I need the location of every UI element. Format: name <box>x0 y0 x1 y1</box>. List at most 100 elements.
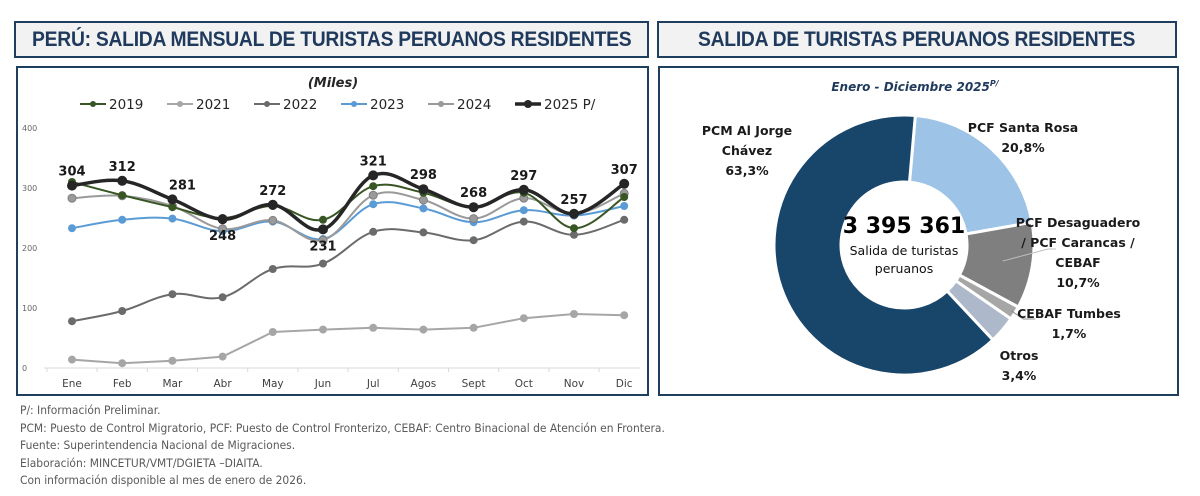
data-point <box>168 290 177 299</box>
data-point <box>519 314 528 323</box>
donut-chart: Enero - Diciembre 2025P/ 3 395 361 Salid… <box>702 79 1141 383</box>
donut-label-pcf-santa-rosa: PCF Santa Rosa 20,8% <box>968 120 1078 155</box>
data-point <box>218 352 227 361</box>
x-tick-label: Abr <box>214 378 233 390</box>
data-point <box>267 199 278 210</box>
data-point <box>518 184 529 195</box>
legend-marker <box>351 101 357 107</box>
donut-slices <box>772 113 1036 377</box>
donut-subtitle-text: Enero - Diciembre 2025 <box>831 80 990 94</box>
data-point <box>67 193 77 203</box>
x-tick-label: Agos <box>411 378 437 390</box>
donut-chart-title: SALIDA DE TURISTAS PERUANOS RESIDENTES <box>698 27 1136 51</box>
data-point <box>620 202 629 210</box>
data-label: 268 <box>460 186 487 201</box>
donut-label-name: / PCF Carancas / <box>1021 235 1135 250</box>
donut-label-pcm-al-jorge-ch-vez: PCM Al Jorge Chávez 63,3% <box>702 123 792 178</box>
line-chart: (Miles) 2019 2021 2022 2023 2024 2025 P/ 0 100… <box>22 76 650 390</box>
footnote-data-date: Con información disponible al mes de ene… <box>20 473 307 488</box>
x-tick-label: May <box>262 378 284 390</box>
line-chart-panel: (Miles) 2019 2021 2022 2023 2024 2025 P/ 0 100… <box>16 66 650 396</box>
donut-label-percent: 1,7% <box>1052 326 1087 341</box>
donut-label-name: PCF Santa Rosa <box>968 120 1078 135</box>
data-point <box>167 194 178 205</box>
chart-units-label: (Miles) <box>308 76 358 91</box>
series-lines <box>67 170 630 368</box>
donut-label-name: PCF Desaguadero <box>1016 215 1141 230</box>
data-point <box>419 325 428 334</box>
leader-line-desaguadero <box>1002 248 1056 262</box>
donut-label-percent: 3,4% <box>1002 368 1037 383</box>
data-point <box>318 235 328 245</box>
donut-slice-pcf-santa-rosa <box>907 113 1034 236</box>
legend-item-2022: 2022 <box>254 97 317 113</box>
data-point <box>218 293 227 302</box>
data-point <box>168 214 177 223</box>
donut-leader-lines <box>1002 248 1056 320</box>
data-point <box>168 203 177 212</box>
legend-item-2024: 2024 <box>428 97 491 113</box>
legend-marker <box>524 100 532 108</box>
legend-item-2019: 2019 <box>80 97 143 113</box>
series-line <box>71 201 625 241</box>
legend-item-2025p: 2025 P/ <box>515 97 596 113</box>
donut-center-value: 3 395 361 <box>843 214 965 239</box>
donut-label-name: Otros <box>1000 348 1039 363</box>
x-tick-label: Dic <box>616 378 633 390</box>
legend-label: 2024 <box>457 97 491 113</box>
data-point <box>318 224 328 235</box>
donut-slice-pcm-al-jorge-ch-vez <box>772 113 995 377</box>
donut-label-percent: 10,7% <box>1056 275 1100 290</box>
donut-label-name: CEBAF <box>1055 255 1100 270</box>
footnote-source: Fuente: Superintendencia Nacional de Mig… <box>20 438 296 453</box>
data-point <box>369 182 378 191</box>
data-point <box>620 215 629 224</box>
data-label: 257 <box>560 193 587 208</box>
series-2025p <box>67 170 630 235</box>
x-tick-label: Jul <box>366 378 380 390</box>
donut-label-cebaf-tumbes: CEBAF Tumbes 1,7% <box>1017 306 1121 341</box>
data-label: 231 <box>309 239 336 254</box>
data-point <box>368 190 378 200</box>
data-point <box>369 200 378 209</box>
data-label: 297 <box>510 169 537 184</box>
data-point <box>369 323 378 332</box>
donut-chart-panel: Enero - Diciembre 2025P/ 3 395 361 Salid… <box>658 66 1179 396</box>
data-point <box>118 359 127 368</box>
legend-marker <box>264 101 270 107</box>
series-line <box>71 218 625 323</box>
data-point <box>168 356 177 365</box>
data-point <box>620 193 629 201</box>
data-point <box>118 215 127 224</box>
line-chart-title: PERÚ: SALIDA MENSUAL DE TURISTAS PERUANO… <box>31 27 632 51</box>
data-labels: 304 312 281 248 272 231 321 298 268 297 257 307 <box>58 154 637 254</box>
series-2021 <box>68 310 629 368</box>
y-tick-label: 300 <box>22 184 37 193</box>
x-tick-label: Nov <box>564 378 585 390</box>
data-point <box>468 202 479 213</box>
y-tick-label: 400 <box>22 124 37 133</box>
data-point <box>268 328 277 336</box>
footnote-acronyms: PCM: Puesto de Control Migratorio, PCF: … <box>20 420 665 435</box>
series-line <box>71 191 625 242</box>
data-point <box>319 215 327 224</box>
data-point <box>469 236 478 245</box>
data-point <box>519 206 528 215</box>
donut-label-percent: 20,8% <box>1001 140 1045 155</box>
data-label: 298 <box>410 168 437 183</box>
legend-label: 2019 <box>109 97 143 113</box>
legend-marker <box>438 101 444 107</box>
data-label: 272 <box>259 184 286 199</box>
legend-item-2021: 2021 <box>167 97 230 113</box>
x-tick-label: Feb <box>113 378 132 390</box>
series-2022 <box>68 215 629 326</box>
data-point <box>519 217 528 226</box>
legend-label: 2025 P/ <box>544 97 596 113</box>
donut-label-name: PCM Al Jorge <box>702 123 792 138</box>
axes: 0 100 200 300 400 Ene Feb Mar Abr May Jun Jul Agos Se… <box>22 124 650 390</box>
data-point <box>68 317 76 326</box>
data-point <box>68 355 76 364</box>
legend: 2019 2021 2022 2023 2024 2025 P/ <box>80 97 596 113</box>
data-label: 304 <box>58 165 85 180</box>
data-label: 307 <box>611 163 638 178</box>
